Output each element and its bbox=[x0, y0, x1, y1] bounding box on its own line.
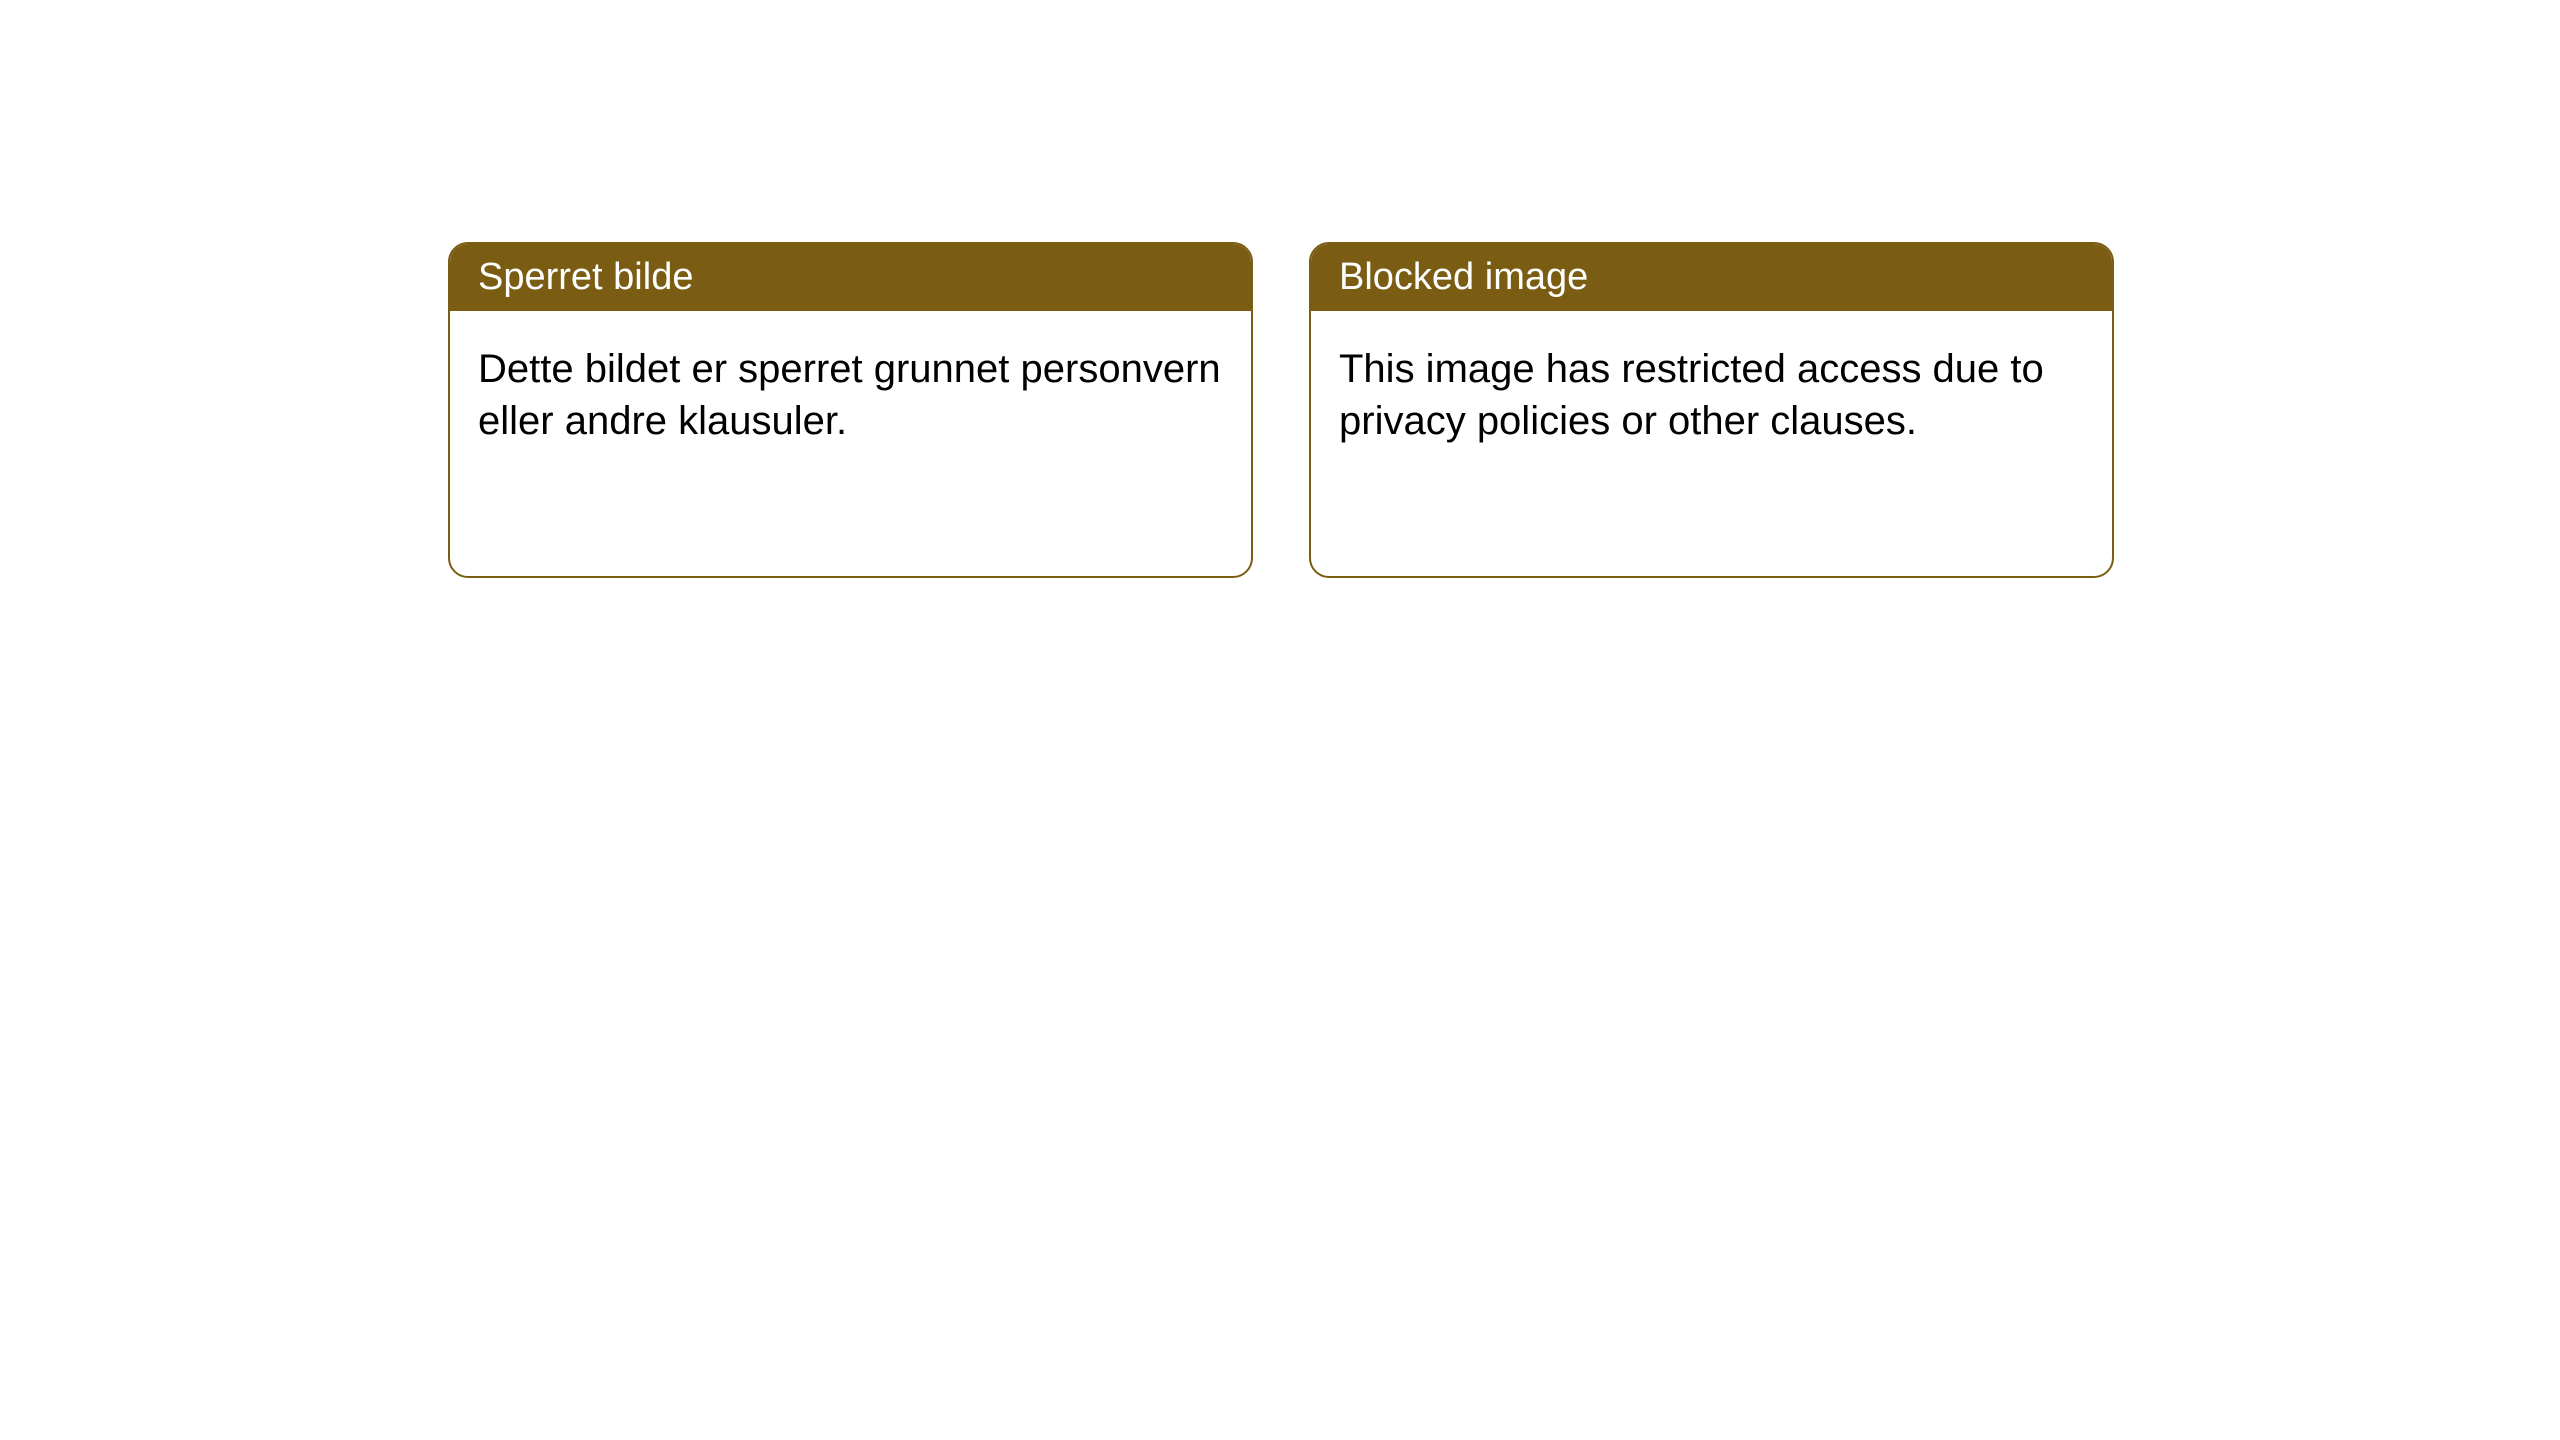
notice-card-body: This image has restricted access due to … bbox=[1311, 311, 2112, 479]
notice-card-header: Blocked image bbox=[1311, 244, 2112, 311]
notice-card-title: Blocked image bbox=[1339, 256, 1588, 298]
notice-card-title: Sperret bilde bbox=[478, 256, 693, 298]
notice-card-body: Dette bildet er sperret grunnet personve… bbox=[450, 311, 1251, 479]
notice-card-header: Sperret bilde bbox=[450, 244, 1251, 311]
notice-card-no: Sperret bilde Dette bildet er sperret gr… bbox=[448, 242, 1253, 578]
notice-container: Sperret bilde Dette bildet er sperret gr… bbox=[448, 242, 2114, 578]
notice-card-en: Blocked image This image has restricted … bbox=[1309, 242, 2114, 578]
notice-card-body-text: This image has restricted access due to … bbox=[1339, 347, 2044, 443]
notice-card-body-text: Dette bildet er sperret grunnet personve… bbox=[478, 347, 1221, 443]
